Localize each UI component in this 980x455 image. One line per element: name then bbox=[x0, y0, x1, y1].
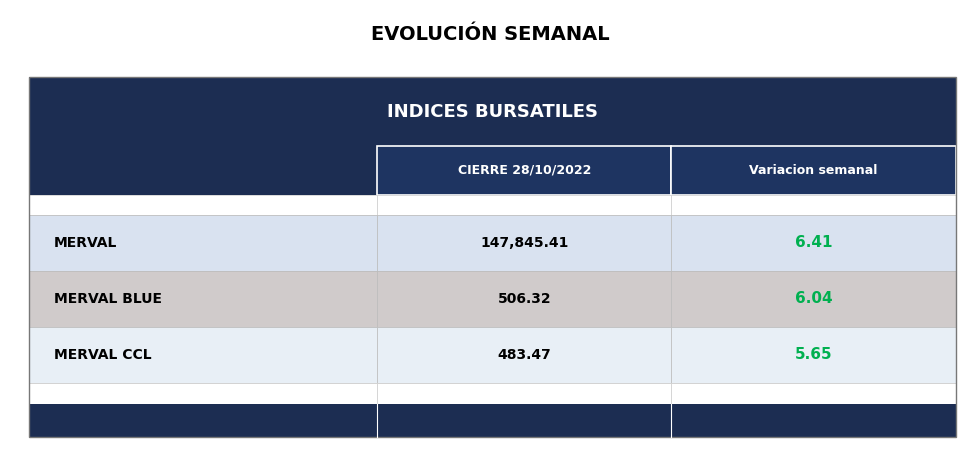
Text: Variacion semanal: Variacion semanal bbox=[750, 164, 877, 177]
Bar bbox=[29, 327, 377, 383]
Bar bbox=[29, 77, 955, 146]
Bar bbox=[377, 215, 671, 271]
Bar bbox=[671, 195, 956, 215]
Bar bbox=[377, 271, 671, 327]
Bar bbox=[29, 271, 377, 327]
Bar bbox=[29, 383, 377, 404]
Text: 506.32: 506.32 bbox=[498, 292, 551, 306]
Bar bbox=[377, 383, 671, 404]
Text: MERVAL CCL: MERVAL CCL bbox=[54, 348, 152, 362]
Text: MERVAL: MERVAL bbox=[54, 236, 118, 250]
Text: 6.04: 6.04 bbox=[795, 291, 832, 306]
Bar bbox=[671, 271, 956, 327]
Bar bbox=[29, 404, 955, 437]
Bar bbox=[377, 146, 671, 195]
Bar bbox=[671, 215, 956, 271]
Text: INDICES BURSATILES: INDICES BURSATILES bbox=[387, 103, 598, 121]
Text: 147,845.41: 147,845.41 bbox=[480, 236, 568, 250]
Bar bbox=[671, 383, 956, 404]
Bar bbox=[671, 146, 956, 195]
Text: 5.65: 5.65 bbox=[795, 347, 832, 362]
Bar bbox=[29, 195, 377, 215]
Text: MERVAL BLUE: MERVAL BLUE bbox=[54, 292, 162, 306]
Bar bbox=[29, 77, 955, 437]
Bar bbox=[377, 327, 671, 383]
Bar bbox=[671, 327, 956, 383]
Text: EVOLUCIÓN SEMANAL: EVOLUCIÓN SEMANAL bbox=[370, 25, 610, 44]
Text: 483.47: 483.47 bbox=[498, 348, 551, 362]
Text: 6.41: 6.41 bbox=[795, 235, 832, 250]
Bar bbox=[29, 146, 377, 195]
Text: CIERRE 28/10/2022: CIERRE 28/10/2022 bbox=[458, 164, 591, 177]
Bar bbox=[29, 215, 377, 271]
Bar bbox=[377, 195, 671, 215]
